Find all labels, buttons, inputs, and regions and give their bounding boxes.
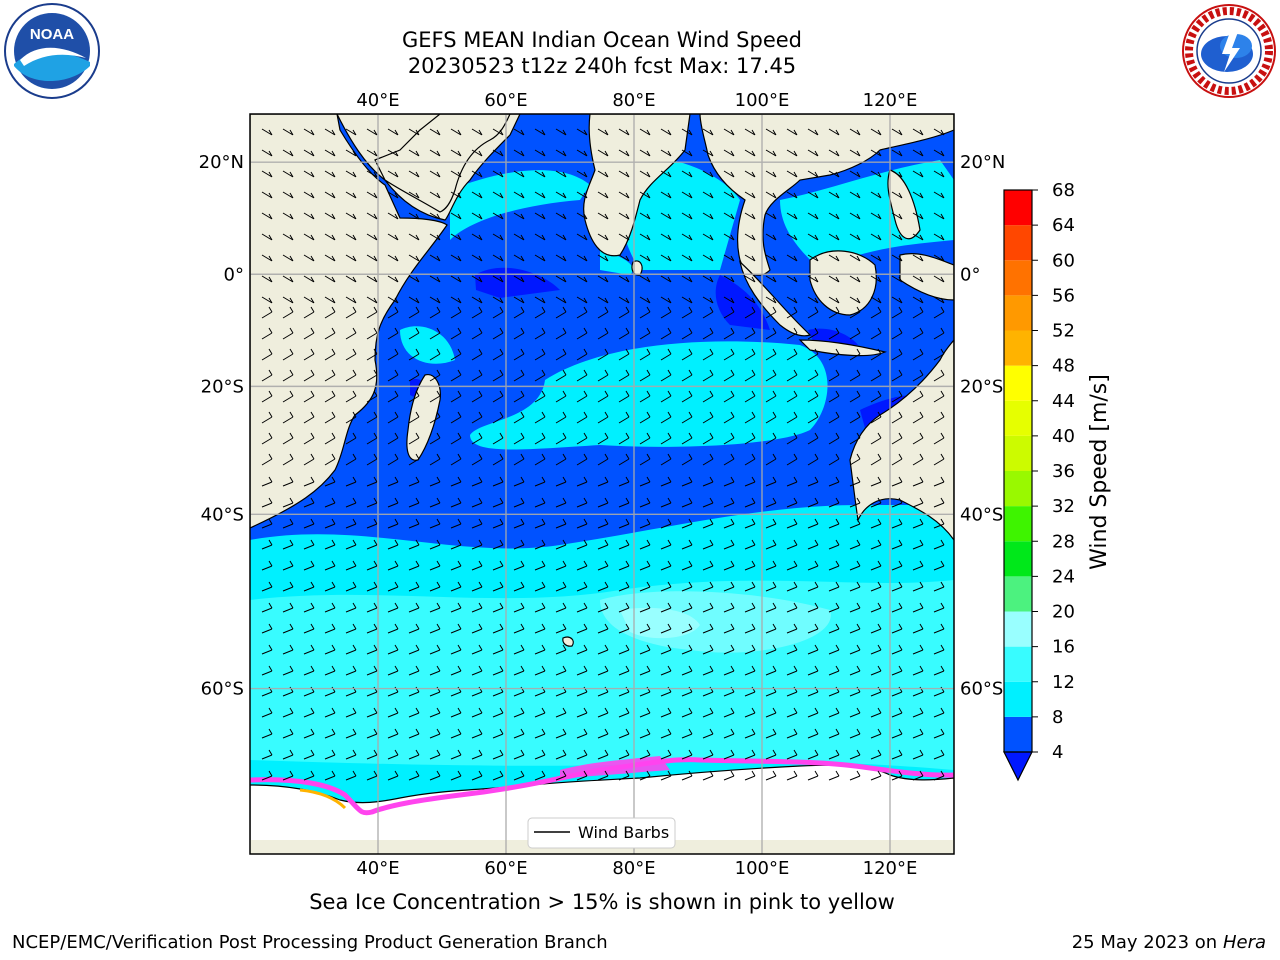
colorbar-segment-3 xyxy=(1004,611,1032,647)
lat-tick-left-1: 0° xyxy=(224,264,244,285)
nws-logo xyxy=(1182,4,1276,98)
colorbar-tick-label-5: 24 xyxy=(1052,566,1075,587)
lat-tick-left-4: 60°S xyxy=(201,679,244,700)
wind-barb-pattern xyxy=(261,128,945,781)
colorbar-segment-0 xyxy=(1004,716,1032,752)
lat-tick-right-2: 20°S xyxy=(960,376,1003,397)
colorbar-tick-label-11: 48 xyxy=(1052,356,1075,377)
lat-tick-right-1: 0° xyxy=(960,264,980,285)
lat-tick-left-3: 40°S xyxy=(201,504,244,525)
colorbar-segment-7 xyxy=(1004,471,1032,507)
colorbar-tick-label-6: 28 xyxy=(1052,531,1075,552)
colorbar-tick-label-7: 32 xyxy=(1052,496,1075,517)
colorbar-segment-9 xyxy=(1004,400,1032,436)
colorbar-tick-label-14: 60 xyxy=(1052,250,1075,271)
colorbar-tick-label-10: 44 xyxy=(1052,391,1075,412)
colorbar-tick-label-1: 8 xyxy=(1052,707,1063,728)
colorbar-tick-label-12: 52 xyxy=(1052,321,1075,342)
map-legend: Wind Barbs xyxy=(527,817,676,849)
colorbar-tick-label-16: 68 xyxy=(1052,180,1075,201)
land-masses xyxy=(250,114,954,854)
colorbar-segment-8 xyxy=(1004,435,1032,471)
host-text: Hera xyxy=(1222,932,1266,953)
colorbar-segment-6 xyxy=(1004,506,1032,542)
noaa-logo: NOAA xyxy=(4,3,100,99)
lon-tick-top-3: 100°E xyxy=(735,90,790,111)
sea-ice-note: Sea Ice Concentration > 15% is shown in … xyxy=(309,890,895,914)
lon-tick-bottom-0: 40°E xyxy=(356,858,399,879)
lat-tick-left-2: 20°S xyxy=(201,376,244,397)
sea-ice-edge xyxy=(250,756,954,816)
lon-tick-bottom-4: 120°E xyxy=(863,858,918,879)
legend-label: Wind Barbs xyxy=(578,823,669,842)
lon-tick-bottom-3: 100°E xyxy=(735,858,790,879)
wind-barbs xyxy=(261,128,945,781)
lon-tick-top-2: 80°E xyxy=(612,90,655,111)
colorbar-label: Wind Speed [m/s] xyxy=(1087,374,1112,570)
gridlines xyxy=(250,114,954,854)
colorbar-segment-15 xyxy=(1004,190,1032,226)
colorbar-tick-label-2: 12 xyxy=(1052,672,1075,693)
colorbar-extend-below xyxy=(1003,751,1033,782)
lon-tick-top-0: 40°E xyxy=(356,90,399,111)
page-subtitle: 20230523 t12z 240h fcst Max: 17.45 xyxy=(407,54,797,78)
map-frame xyxy=(249,113,955,855)
colorbar-tick-label-3: 16 xyxy=(1052,637,1075,658)
lon-tick-top-1: 60°E xyxy=(484,90,527,111)
colorbar-segment-5 xyxy=(1004,541,1032,577)
colorbar-tick-label-8: 36 xyxy=(1052,461,1075,482)
lat-tick-right-3: 40°S xyxy=(960,504,1003,525)
lon-tick-bottom-2: 80°E xyxy=(612,858,655,879)
colorbar-tick-label-9: 40 xyxy=(1052,426,1075,447)
colorbar-segment-14 xyxy=(1004,225,1032,261)
page-title: GEFS MEAN Indian Ocean Wind Speed xyxy=(401,28,803,52)
colorbar-segment-11 xyxy=(1004,330,1032,366)
lat-tick-right-4: 60°S xyxy=(960,679,1003,700)
lat-tick-right-0: 20°N xyxy=(960,152,1005,173)
colorbar-segment-13 xyxy=(1004,260,1032,296)
colorbar-segment-2 xyxy=(1004,646,1032,682)
colorbar-segment-4 xyxy=(1004,576,1032,612)
colorbar-tick-label-0: 4 xyxy=(1052,742,1063,763)
noaa-logo-text: NOAA xyxy=(30,26,74,43)
date-text: 25 May 2023 on xyxy=(1071,932,1218,953)
colorbar-segment-12 xyxy=(1004,295,1032,331)
colorbar-tick-label-4: 20 xyxy=(1052,602,1075,623)
colorbar-segment-1 xyxy=(1004,681,1032,717)
credit-text: NCEP/EMC/Verification Post Processing Pr… xyxy=(12,932,608,953)
lon-tick-top-4: 120°E xyxy=(863,90,918,111)
colorbar-tick-label-15: 64 xyxy=(1052,215,1075,236)
lon-tick-bottom-1: 60°E xyxy=(484,858,527,879)
date-stamp: 25 May 2023 on Hera xyxy=(1072,932,1266,953)
colorbar-tick-label-13: 56 xyxy=(1052,285,1075,306)
lat-tick-left-0: 20°N xyxy=(199,152,244,173)
colorbar-segment-10 xyxy=(1004,365,1032,401)
